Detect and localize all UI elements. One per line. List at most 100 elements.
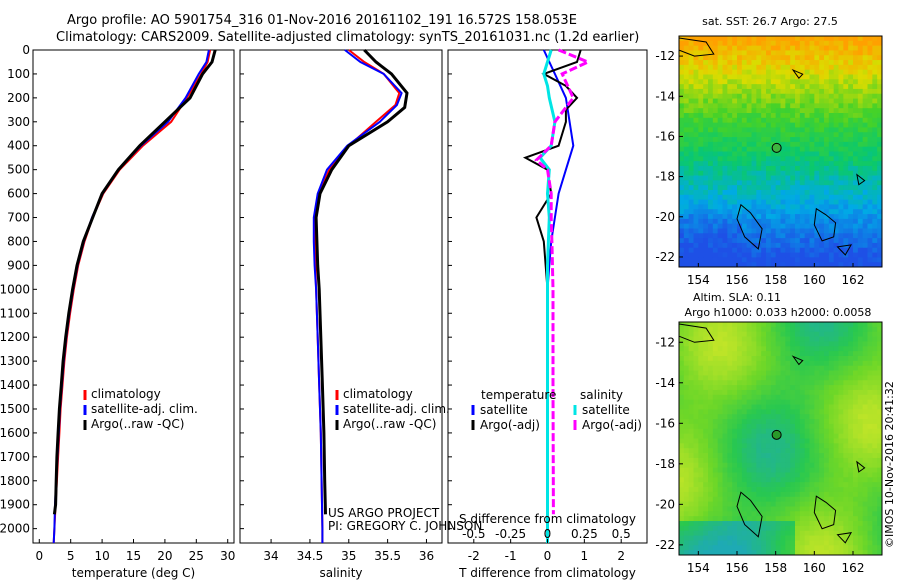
sla-map-cell bbox=[770, 336, 777, 342]
sla-map-cell bbox=[809, 457, 815, 464]
sla-map-cell bbox=[848, 331, 854, 337]
sst-map-cell bbox=[877, 117, 883, 124]
sst-map-cell bbox=[872, 204, 878, 210]
sst-map-cell bbox=[814, 122, 820, 128]
sla-map-cell bbox=[712, 457, 719, 464]
sst-map-cell bbox=[737, 161, 743, 167]
sst-map-cell bbox=[790, 50, 796, 56]
depth-tick-label-8: 800 bbox=[7, 234, 30, 248]
sla-map-cell bbox=[833, 380, 839, 386]
sst-map-cell bbox=[679, 137, 685, 143]
sst-map-cell bbox=[819, 69, 825, 75]
sla-map-cell bbox=[679, 443, 685, 449]
sst-map-cell bbox=[698, 117, 704, 124]
sla-map-cell bbox=[790, 346, 796, 352]
sla-map-cell bbox=[756, 540, 762, 546]
sst-map-cell bbox=[867, 180, 873, 186]
sla-map-cell bbox=[780, 501, 786, 507]
sla-map-cell bbox=[722, 448, 728, 454]
sst-map-cell bbox=[814, 238, 820, 244]
sla-map-cell bbox=[833, 511, 839, 517]
sst-map-cell bbox=[703, 194, 709, 201]
sla-map-cell bbox=[751, 491, 757, 498]
sst-map-cell bbox=[732, 257, 738, 263]
sla-map-cell bbox=[746, 530, 752, 536]
sst-map-cell bbox=[737, 74, 743, 80]
sst-map-cell bbox=[804, 252, 810, 258]
sla-map-cell bbox=[853, 453, 859, 459]
sla-map-cell bbox=[761, 351, 767, 357]
sst-map-cell bbox=[708, 55, 714, 61]
sla-map-cell bbox=[833, 365, 839, 371]
sst-map-cell bbox=[877, 194, 883, 201]
sla-map-cell bbox=[814, 336, 820, 342]
sst-map-cell bbox=[698, 228, 704, 234]
sla-map-cell bbox=[741, 360, 748, 367]
sst-map-cell bbox=[814, 146, 820, 152]
sst-map-cell bbox=[804, 151, 810, 157]
sla-map-cell bbox=[862, 487, 868, 493]
sst-map-cell bbox=[727, 40, 733, 47]
sla-map-cell bbox=[862, 550, 868, 556]
sst-map-cell bbox=[828, 55, 835, 61]
sst-map-cell bbox=[838, 108, 844, 114]
sst-map-cell bbox=[872, 175, 878, 181]
sla-map-cell bbox=[775, 525, 781, 532]
sst-map-cell bbox=[804, 98, 810, 104]
sla-map-cell bbox=[722, 419, 728, 425]
sla-map-cell bbox=[688, 414, 694, 420]
sst-map-cell bbox=[828, 69, 835, 75]
sst-map-cell bbox=[853, 79, 859, 85]
sst-map-cell bbox=[848, 74, 854, 80]
sst-map-cell bbox=[824, 185, 830, 191]
sla-map-cell bbox=[722, 322, 728, 328]
sst-map-cell bbox=[843, 214, 849, 220]
sla-map-cell bbox=[785, 511, 791, 517]
sla-map-cell bbox=[761, 491, 767, 498]
sst-map-cell bbox=[717, 233, 723, 239]
sla-map-cell bbox=[828, 521, 835, 527]
sst-map-cell bbox=[853, 132, 859, 138]
sla-map-cell bbox=[862, 467, 868, 473]
sla-map-cell bbox=[804, 355, 810, 362]
sla-map-cell bbox=[828, 365, 835, 371]
sla-map-cell bbox=[746, 482, 752, 488]
sla-map-cell bbox=[824, 336, 830, 342]
sst-map-cell bbox=[780, 93, 786, 99]
sla-map-cell bbox=[727, 419, 733, 425]
sla-map-cell bbox=[824, 399, 830, 405]
sla-map-cell bbox=[751, 423, 757, 430]
sst-map-cell bbox=[848, 132, 854, 138]
sla-map-cell bbox=[824, 550, 830, 556]
sla-map-cell bbox=[751, 419, 757, 425]
sla-map-cell bbox=[775, 365, 781, 371]
sst-map-cell bbox=[737, 180, 743, 186]
sst-map-cell bbox=[751, 175, 757, 181]
sla-map-cell bbox=[843, 540, 849, 546]
sst-map-cell bbox=[838, 40, 844, 47]
sst-map-cell bbox=[761, 45, 767, 51]
sla-map-cell bbox=[746, 409, 752, 415]
sla-map-cell bbox=[732, 477, 738, 483]
sla-map-cell bbox=[717, 535, 723, 541]
sla-map-cell bbox=[790, 501, 796, 507]
sla-map-cell bbox=[737, 491, 743, 498]
sst-map-cell bbox=[741, 161, 748, 167]
sst-map-cell bbox=[809, 127, 815, 133]
sla-map-cell bbox=[853, 365, 859, 371]
sla-map-cell bbox=[877, 385, 883, 391]
sla-map-cell bbox=[712, 414, 719, 420]
sla-map-cell bbox=[848, 360, 854, 367]
sst-map-cell bbox=[795, 204, 801, 210]
sst-map-cell bbox=[766, 127, 772, 133]
sst-map-cell bbox=[814, 257, 820, 263]
sla-map-cell bbox=[717, 370, 723, 376]
sst-map-cell bbox=[877, 88, 883, 95]
sla-map-cell bbox=[746, 375, 752, 381]
sst-map-cell bbox=[775, 218, 781, 225]
sst-map-cell bbox=[746, 223, 752, 229]
sst-map-cell bbox=[838, 151, 844, 157]
sst-map-cell bbox=[780, 161, 786, 167]
sst-map-cell bbox=[770, 55, 777, 61]
sla-map-cell bbox=[732, 443, 738, 449]
